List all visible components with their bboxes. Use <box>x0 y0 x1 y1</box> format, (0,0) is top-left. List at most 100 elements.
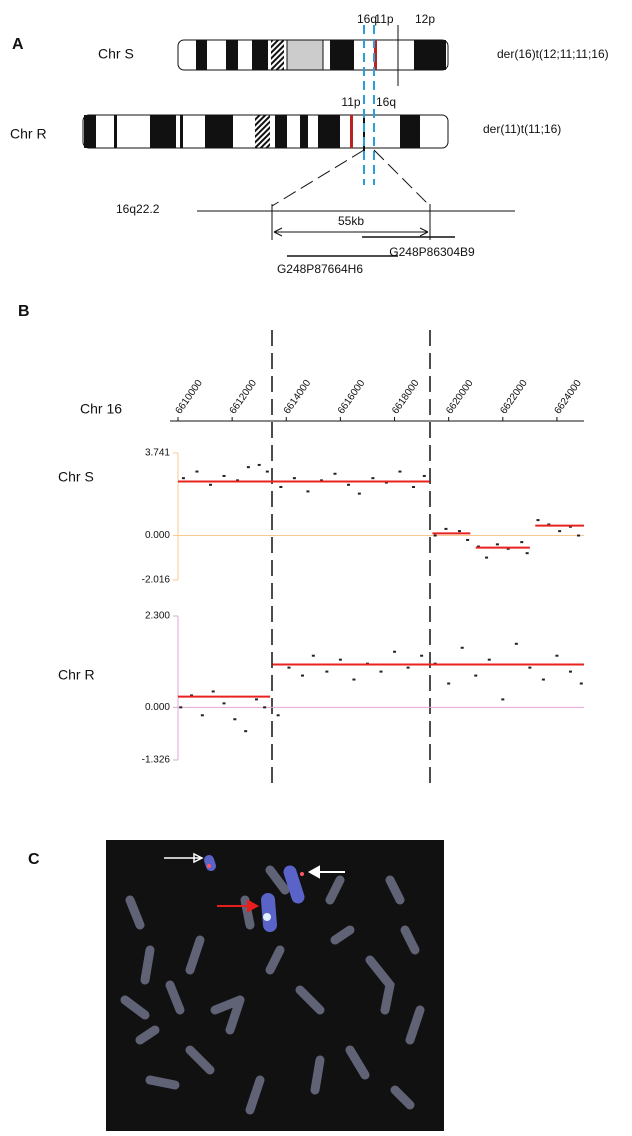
size-arrow <box>273 227 429 237</box>
fish-image <box>106 840 444 1131</box>
zoom-line <box>373 149 431 207</box>
panel-label: C <box>28 851 40 868</box>
point <box>577 534 581 537</box>
point <box>460 646 464 649</box>
chromosome-label: Chr S <box>98 46 134 62</box>
zoom-line <box>271 149 365 207</box>
point <box>306 490 310 493</box>
point <box>222 474 226 477</box>
point <box>474 674 478 677</box>
locus-label: 16q22.2 <box>116 202 160 216</box>
point <box>279 485 283 488</box>
y-tick-label: 2.300 <box>145 611 170 622</box>
chromosome-label: Chr R <box>10 126 47 142</box>
chromosome-name: der(16)t(12;11;11;16) <box>497 47 609 61</box>
point <box>311 654 315 657</box>
point <box>444 527 448 530</box>
point <box>371 477 375 480</box>
point <box>568 670 572 673</box>
size-label: 55kb <box>338 214 364 228</box>
band-label: 12p <box>415 12 435 26</box>
point <box>466 538 470 541</box>
point <box>319 479 323 482</box>
x-tick-label: 6614000 <box>282 378 314 417</box>
point <box>547 523 551 526</box>
band-label: 11p <box>374 12 393 26</box>
point <box>263 706 267 709</box>
point <box>558 530 562 533</box>
point <box>244 730 248 733</box>
x-tick-label: 6612000 <box>228 378 260 417</box>
point <box>333 472 337 475</box>
point <box>338 658 342 661</box>
point <box>501 698 505 701</box>
chromosome-r <box>82 110 449 158</box>
point <box>420 654 424 657</box>
point <box>457 530 461 533</box>
chromosome-s <box>177 25 449 86</box>
y-tick-label: -2.016 <box>142 575 171 586</box>
point <box>520 541 524 544</box>
point <box>236 479 240 482</box>
point <box>447 682 451 685</box>
band-label: 16q <box>376 95 396 109</box>
point <box>200 714 204 717</box>
point <box>528 666 532 669</box>
point <box>195 470 199 473</box>
point <box>406 666 410 669</box>
x-axis-title: Chr 16 <box>80 401 122 417</box>
clone-label: G248P87664H6 <box>277 262 363 276</box>
point <box>276 714 280 717</box>
point <box>287 666 291 669</box>
point <box>568 525 572 528</box>
point <box>233 718 237 721</box>
point <box>476 545 480 548</box>
point <box>246 466 250 469</box>
x-tick-label: 6610000 <box>174 378 206 417</box>
y-tick-label: 0.000 <box>145 530 170 541</box>
point <box>393 650 397 653</box>
band-label: 11p <box>341 95 360 109</box>
chart-label: Chr S <box>58 469 94 485</box>
point <box>422 474 426 477</box>
point <box>411 485 415 488</box>
point <box>525 552 529 555</box>
point <box>301 674 305 677</box>
chart-label: Chr R <box>58 667 95 683</box>
point <box>222 702 226 705</box>
point <box>433 534 437 537</box>
point <box>487 658 491 661</box>
x-tick-label: 6618000 <box>390 378 422 417</box>
panel-label: A <box>12 36 24 53</box>
point <box>265 470 269 473</box>
point <box>325 670 329 673</box>
point <box>384 481 388 484</box>
point <box>181 477 185 480</box>
point <box>555 654 559 657</box>
point <box>398 470 402 473</box>
y-tick-label: -1.326 <box>142 755 171 766</box>
x-tick-label: 6622000 <box>498 378 530 417</box>
point <box>379 670 383 673</box>
x-tick-label: 6620000 <box>444 378 476 417</box>
point <box>541 678 545 681</box>
point <box>506 547 510 550</box>
point <box>514 642 518 645</box>
point <box>357 492 361 495</box>
point <box>292 477 296 480</box>
point <box>536 519 540 522</box>
clone-label: G248P86304B9 <box>389 245 475 259</box>
point <box>190 694 194 697</box>
x-tick-label: 6624000 <box>553 378 585 417</box>
y-tick-label: 0.000 <box>145 702 170 713</box>
point <box>579 682 583 685</box>
point <box>352 678 356 681</box>
point <box>254 698 258 701</box>
chromosome-name: der(11)t(11;16) <box>483 122 561 136</box>
point <box>211 690 215 693</box>
band-label: 16q <box>357 12 377 26</box>
point <box>257 463 261 466</box>
y-tick-label: 3.741 <box>145 448 170 459</box>
x-tick-label: 6616000 <box>336 378 368 417</box>
